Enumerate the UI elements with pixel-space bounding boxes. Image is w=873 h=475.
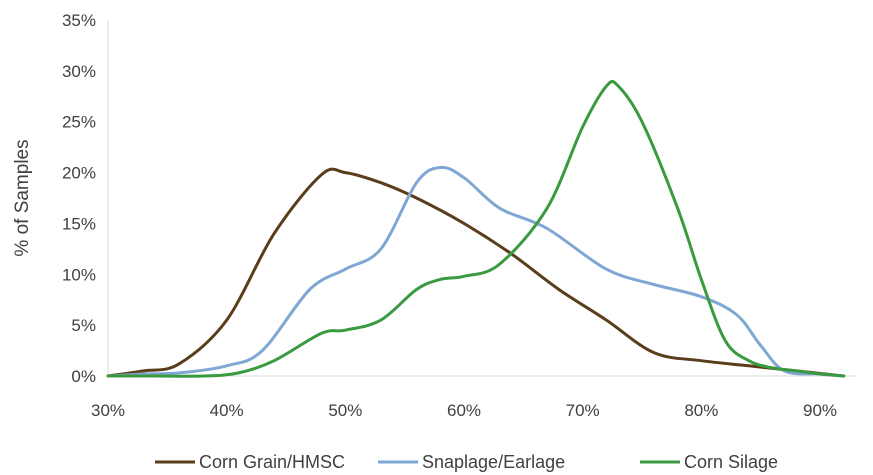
y-tick-label: 20% — [62, 164, 96, 183]
legend-label-1: Corn Grain/HMSC — [199, 452, 345, 472]
series-line-3 — [106, 79, 846, 378]
legend-label-3: Corn Silage — [684, 452, 778, 472]
y-tick-label: 5% — [71, 316, 96, 335]
y-tick-label: 30% — [62, 62, 96, 81]
x-tick-label: 60% — [447, 401, 481, 420]
x-axis-ticks: 30% 40% 50% 60% 70% 80% 90% — [91, 401, 837, 420]
y-tick-label: 0% — [71, 367, 96, 386]
y-tick-label: 15% — [62, 214, 96, 233]
x-tick-label: 30% — [91, 401, 125, 420]
legend-label-2: Snaplage/Earlage — [422, 452, 565, 472]
x-tick-label: 90% — [803, 401, 837, 420]
y-tick-label: 35% — [62, 11, 96, 30]
series-lines — [106, 79, 846, 378]
y-tick-label: 25% — [62, 113, 96, 132]
x-tick-label: 40% — [210, 401, 244, 420]
series-line-1 — [106, 167, 846, 378]
legend: Corn Grain/HMSC Snaplage/Earlage Corn Sila… — [155, 452, 778, 472]
x-tick-label: 50% — [328, 401, 362, 420]
series-line-2 — [106, 165, 846, 378]
y-tick-label: 10% — [62, 265, 96, 284]
y-axis-title: % of Samples — [12, 139, 33, 256]
x-tick-label: 70% — [566, 401, 600, 420]
y-axis-ticks: 0% 5% 10% 15% 20% 25% 30% 35% — [62, 11, 96, 386]
x-tick-label: 80% — [684, 401, 718, 420]
